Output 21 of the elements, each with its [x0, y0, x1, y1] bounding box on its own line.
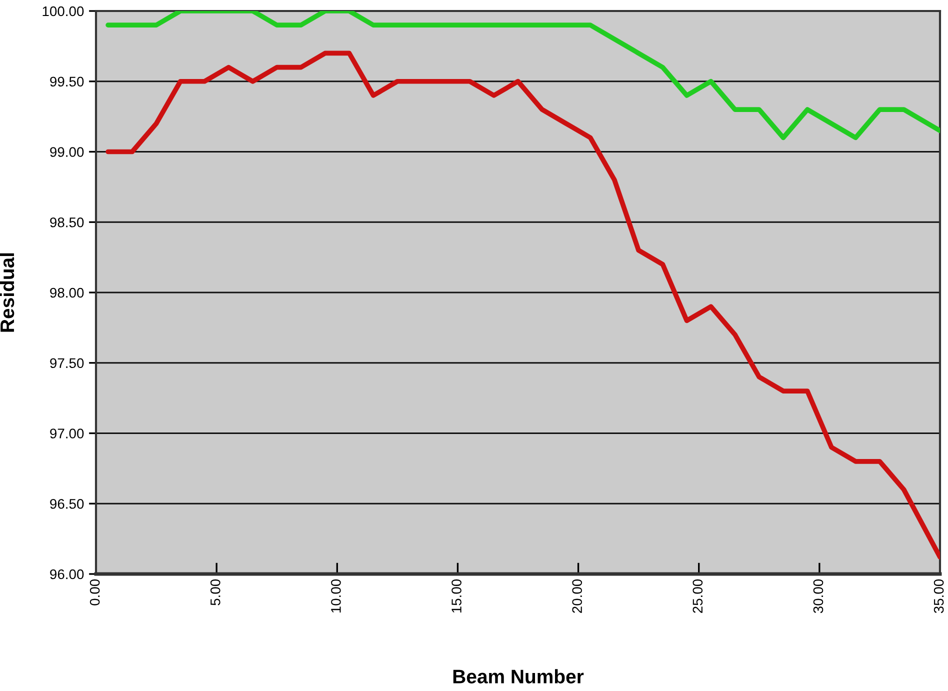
y-tick-label: 96.50	[50, 498, 84, 509]
y-tick-label: 98.00	[50, 288, 84, 298]
y-tick-label: 99.00	[50, 147, 84, 157]
x-tick-label: 30.00	[813, 579, 824, 614]
line-series	[106, 50, 940, 560]
x-tick-label: 25.00	[692, 579, 703, 613]
x-axis-title: Beam Number	[453, 669, 584, 684]
y-tick-label: 97.50	[50, 358, 84, 368]
x-tick-label: 20.00	[572, 579, 582, 613]
x-tick-label: 5.00	[210, 579, 220, 606]
y-axis-title: Residual	[0, 253, 14, 332]
y-tick-label: 96.00	[50, 569, 84, 580]
y-tick-label: 99.50	[50, 76, 84, 87]
y-tick-label: 97.00	[50, 428, 84, 438]
x-tick-label: 0.00	[90, 579, 100, 606]
x-tick-label: 35.00	[934, 579, 944, 614]
x-tick-label: 15.00	[452, 579, 462, 613]
line-series	[106, 11, 940, 140]
y-tick-label: 100.00	[42, 6, 84, 16]
x-tick-label: 10.00	[331, 579, 341, 613]
y-tick-label: 98.50	[50, 217, 84, 228]
